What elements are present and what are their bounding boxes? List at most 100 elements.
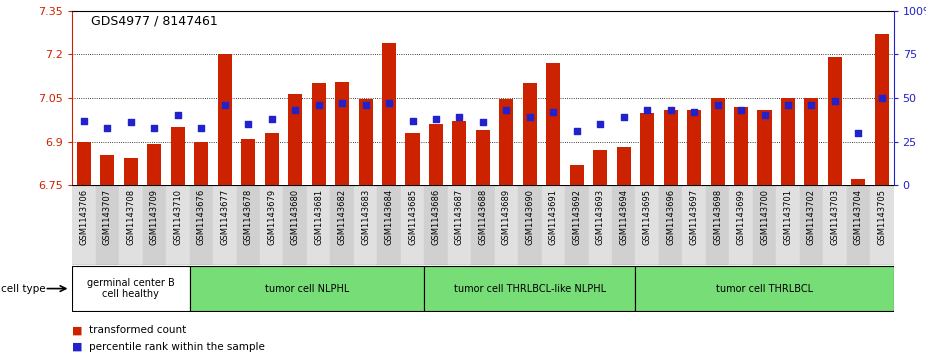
- Bar: [494, 185, 519, 265]
- Bar: [406, 133, 419, 185]
- Text: GSM1143683: GSM1143683: [361, 189, 370, 245]
- Point: [382, 100, 396, 106]
- Bar: [453, 121, 467, 185]
- Bar: [589, 185, 612, 265]
- Bar: [236, 185, 260, 265]
- Text: GSM1143702: GSM1143702: [807, 189, 816, 245]
- Bar: [331, 185, 354, 265]
- Text: GSM1143710: GSM1143710: [173, 189, 182, 245]
- Point: [757, 113, 772, 118]
- Text: GSM1143707: GSM1143707: [103, 189, 112, 245]
- Text: tumor cell NLPHL: tumor cell NLPHL: [265, 284, 349, 294]
- Bar: [283, 185, 307, 265]
- Point: [147, 125, 162, 131]
- Text: GSM1143697: GSM1143697: [690, 189, 698, 245]
- Bar: [875, 34, 889, 185]
- Bar: [659, 185, 682, 265]
- Text: GSM1143696: GSM1143696: [666, 189, 675, 245]
- Bar: [823, 185, 846, 265]
- Text: GSM1143705: GSM1143705: [877, 189, 886, 245]
- Bar: [612, 185, 635, 265]
- Point: [546, 109, 561, 115]
- FancyBboxPatch shape: [635, 266, 894, 311]
- Bar: [119, 185, 143, 265]
- Point: [358, 102, 373, 108]
- Bar: [447, 185, 471, 265]
- Point: [710, 102, 725, 108]
- Text: GSM1143679: GSM1143679: [268, 189, 276, 245]
- Text: GSM1143678: GSM1143678: [244, 189, 253, 245]
- Text: germinal center B
cell healthy: germinal center B cell healthy: [87, 278, 175, 299]
- Text: GSM1143704: GSM1143704: [854, 189, 863, 245]
- FancyBboxPatch shape: [424, 266, 635, 311]
- Bar: [753, 185, 776, 265]
- Point: [218, 102, 232, 108]
- FancyBboxPatch shape: [72, 266, 190, 311]
- Bar: [471, 185, 494, 265]
- Bar: [241, 139, 256, 185]
- Bar: [147, 144, 161, 185]
- Bar: [635, 185, 659, 265]
- Point: [405, 118, 419, 123]
- Point: [264, 116, 279, 122]
- Text: GSM1143685: GSM1143685: [408, 189, 417, 245]
- Text: GSM1143688: GSM1143688: [479, 189, 487, 245]
- Bar: [542, 185, 565, 265]
- Bar: [706, 185, 730, 265]
- Point: [640, 107, 655, 113]
- Bar: [846, 185, 870, 265]
- Text: GSM1143693: GSM1143693: [595, 189, 605, 245]
- Bar: [546, 63, 560, 185]
- Bar: [851, 179, 866, 185]
- Bar: [401, 185, 424, 265]
- Text: GSM1143687: GSM1143687: [455, 189, 464, 245]
- Bar: [260, 185, 283, 265]
- Point: [452, 114, 467, 120]
- Text: GSM1143708: GSM1143708: [126, 189, 135, 245]
- Text: GSM1143686: GSM1143686: [432, 189, 441, 245]
- Point: [569, 128, 584, 134]
- Text: GSM1143695: GSM1143695: [643, 189, 652, 245]
- Bar: [640, 113, 655, 185]
- Text: GSM1143691: GSM1143691: [549, 189, 557, 245]
- Text: GSM1143700: GSM1143700: [760, 189, 769, 245]
- Text: GSM1143694: GSM1143694: [619, 189, 628, 245]
- Bar: [72, 185, 95, 265]
- Point: [617, 114, 632, 120]
- Text: GSM1143701: GSM1143701: [783, 189, 793, 245]
- Bar: [594, 150, 607, 185]
- Bar: [710, 98, 725, 185]
- Point: [781, 102, 795, 108]
- Bar: [170, 127, 185, 185]
- Bar: [569, 165, 583, 185]
- Text: percentile rank within the sample: percentile rank within the sample: [89, 342, 265, 352]
- Bar: [190, 185, 213, 265]
- FancyBboxPatch shape: [190, 266, 424, 311]
- Point: [499, 107, 514, 113]
- Point: [687, 109, 702, 115]
- Bar: [335, 82, 349, 185]
- Point: [170, 113, 185, 118]
- Point: [194, 125, 208, 131]
- Bar: [730, 185, 753, 265]
- Bar: [213, 185, 236, 265]
- Text: GSM1143698: GSM1143698: [713, 189, 722, 245]
- Text: GSM1143692: GSM1143692: [572, 189, 582, 245]
- Bar: [143, 185, 166, 265]
- Bar: [781, 98, 795, 185]
- Bar: [565, 185, 589, 265]
- Point: [429, 116, 444, 122]
- Bar: [95, 185, 119, 265]
- Point: [241, 121, 256, 127]
- Bar: [757, 110, 771, 185]
- Point: [476, 119, 491, 125]
- Text: GSM1143681: GSM1143681: [314, 189, 323, 245]
- Point: [851, 130, 866, 136]
- Bar: [377, 185, 401, 265]
- Bar: [288, 94, 302, 185]
- Text: GSM1143676: GSM1143676: [197, 189, 206, 245]
- Bar: [358, 99, 372, 185]
- Text: tumor cell THRLBCL-like NLPHL: tumor cell THRLBCL-like NLPHL: [454, 284, 606, 294]
- Bar: [77, 142, 91, 185]
- Bar: [166, 185, 190, 265]
